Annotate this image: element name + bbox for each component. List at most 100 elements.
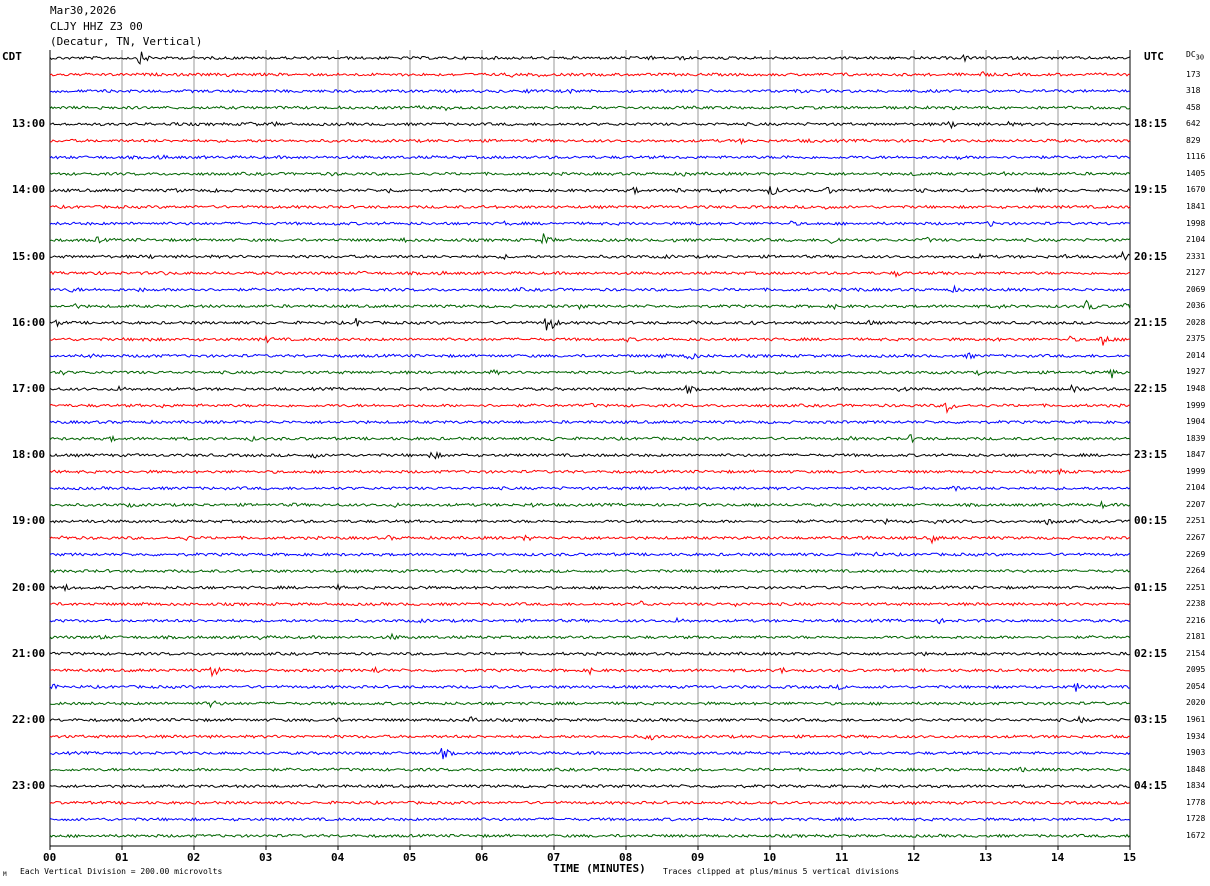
trace-row-45 [49,800,1131,806]
dc-offset-value: 1927 [1186,367,1206,377]
dc-offset-value: 1848 [1186,764,1206,774]
clip-note: Traces clipped at plus/minus 5 vertical … [663,867,900,876]
dc-offset-value: 2104 [1186,235,1206,245]
dc-offset-value: 1778 [1186,797,1206,807]
dc-offset-value: 2054 [1186,681,1206,691]
dc-offset-value: 1961 [1186,715,1206,724]
dc-offset-value: 1841 [1186,201,1206,211]
dc-offset-value: 1999 [1186,400,1206,410]
trace-row-38 [49,683,1130,692]
dc-offset-value: 2331 [1186,251,1206,261]
dc-offset-value: 2375 [1186,334,1206,344]
trace-row-17 [49,334,1130,346]
trace-row-7 [49,170,1131,177]
trace-row-5 [49,137,1131,146]
dc-offset-value: 1834 [1186,781,1206,791]
trace-row-12 [49,250,1131,261]
trace-row-22 [49,419,1131,425]
x-tick-label: 04 [331,851,345,864]
trace-row-32 [49,582,1131,593]
dc-offset-value: 173 [1186,69,1201,79]
dc-offset-value: 1728 [1186,814,1206,824]
trace-row-35 [49,632,1131,641]
dc-offset-value: 1934 [1186,731,1206,741]
dc-offset-value: 1405 [1186,168,1206,178]
trace-row-16 [49,317,1131,331]
right-timezone-label: UTC [1144,50,1164,63]
x-tick-label: 12 [907,851,921,864]
dc-offset-value: 2238 [1186,599,1206,609]
trace-row-37 [49,665,1131,678]
trace-row-42 [49,748,1131,760]
dc-offset-value: 1670 [1186,185,1206,195]
hour-label-right: 19:15 [1134,183,1168,197]
trace-row-31 [49,568,1131,574]
trace-row-15 [49,299,1131,311]
trace-row-13 [49,270,1131,279]
trace-row-20 [49,383,1131,394]
x-tick-label: 08 [619,851,633,864]
chart-date: Mar30,2026 [50,4,117,17]
x-tick-label: 09 [691,851,705,864]
scale-note: Each Vertical Division = 200.00 microvol… [20,867,223,876]
trace-row-30 [49,551,1131,557]
dc-offset-value: 1998 [1186,218,1206,228]
hour-label-right: 21:15 [1134,315,1168,329]
trace-row-25 [49,467,1131,476]
hour-label-left: 15:00 [12,249,46,263]
trace-row-33 [50,600,1131,608]
x-tick-label: 02 [187,851,201,864]
hour-label-right: 03:15 [1134,713,1168,726]
dc-offset-value: 642 [1186,119,1201,129]
dc-offset-value: 318 [1186,86,1201,96]
trace-row-1 [49,71,1131,78]
hour-label-right: 02:15 [1134,646,1168,660]
hour-label-left: 18:00 [12,448,46,462]
dc-offset-value: 2207 [1186,499,1206,509]
dc-offset-header-text: DC [1186,50,1196,59]
x-tick-label: 10 [763,851,777,864]
hour-label-left: 13:00 [12,117,46,131]
dc-offset-value: 2269 [1186,549,1206,559]
trace-row-44 [49,783,1131,789]
x-axis-title: TIME (MINUTES) [553,862,646,875]
left-timezone-label: CDT [2,50,22,63]
dc-offset-value: 1904 [1186,417,1206,427]
trace-row-40 [49,715,1131,724]
hour-label-left: 20:00 [12,580,46,594]
dc-offset-value: 2014 [1186,350,1206,360]
station-code: CLJY HHZ Z3 00 [50,20,143,33]
x-tick-label: 00 [43,851,57,864]
hour-label-left: 23:00 [12,779,46,793]
corner-mark: M [3,871,7,878]
trace-row-18 [49,352,1131,360]
dc-offset-value: 2104 [1186,483,1206,493]
x-tick-label: 03 [259,851,273,864]
trace-row-23 [49,433,1131,444]
dc-offset-value: 2154 [1186,648,1206,658]
hour-label-right: 18:15 [1134,117,1168,131]
dc-offset-value: 2216 [1186,615,1206,625]
hour-label-right: 23:15 [1134,448,1168,462]
trace-row-0 [49,51,1131,65]
dc-offset-value: 458 [1186,102,1201,112]
trace-row-6 [49,154,1131,161]
dc-offset-value: 2127 [1186,268,1206,278]
x-tick-label: 07 [547,851,561,864]
hour-label-left: 17:00 [12,382,46,395]
dc-offset-value: 2069 [1186,284,1206,294]
hour-label-right: 22:15 [1134,382,1168,395]
trace-row-43 [49,766,1131,773]
dc-offset-value: 2264 [1186,566,1206,576]
trace-row-21 [49,402,1131,414]
x-tick-label: 14 [1051,851,1065,864]
hour-label-left: 14:00 [12,183,46,197]
x-tick-label: 11 [835,851,849,864]
dc-offset-header: DC30 [1186,50,1204,62]
dc-offset-value: 2028 [1186,317,1206,327]
hour-label-left: 22:00 [12,713,46,726]
trace-row-19 [49,368,1131,379]
x-tick-label: 15 [1123,851,1137,864]
trace-row-8 [49,186,1131,196]
